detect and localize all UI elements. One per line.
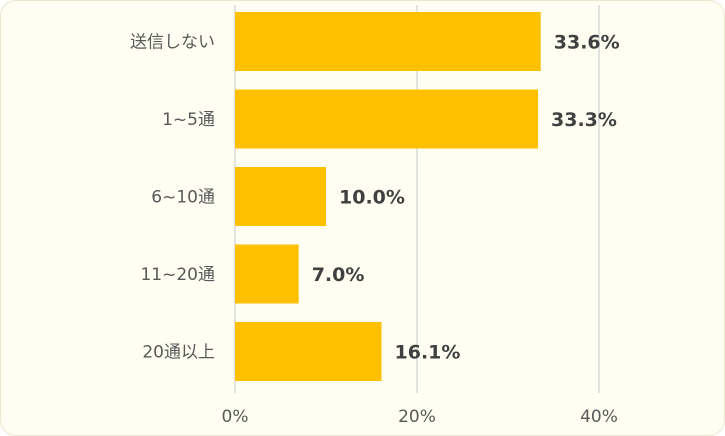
x-tick-label-2: 40% [580, 407, 618, 427]
category-label-1: 1~5通 [162, 110, 215, 130]
data-label-2: 10.0% [339, 187, 405, 209]
category-label-2: 6~10通 [151, 188, 215, 208]
data-label-4: 16.1% [395, 342, 461, 364]
category-label-3: 11~20通 [140, 265, 215, 285]
data-label-1: 33.3% [551, 109, 617, 131]
bar-4 [235, 322, 382, 381]
bar-2 [235, 167, 326, 226]
x-tick-label-1: 20% [398, 407, 436, 427]
category-label-4: 20通以上 [142, 343, 215, 363]
bar-0 [235, 12, 541, 71]
category-label-0: 送信しない [130, 33, 215, 53]
data-labels: 33.6% 33.3% 10.0% 7.0% 16.1% [312, 32, 620, 364]
x-tick-label-0: 0% [222, 407, 249, 427]
data-label-0: 33.6% [554, 32, 620, 54]
bars [235, 12, 541, 381]
category-labels: 送信しない 1~5通 6~10通 11~20通 20通以上 [130, 33, 215, 363]
x-axis-tick-labels: 0% 20% 40% [222, 407, 618, 427]
bar-1 [235, 89, 539, 149]
data-label-3: 7.0% [312, 264, 365, 286]
bar-3 [235, 244, 299, 304]
